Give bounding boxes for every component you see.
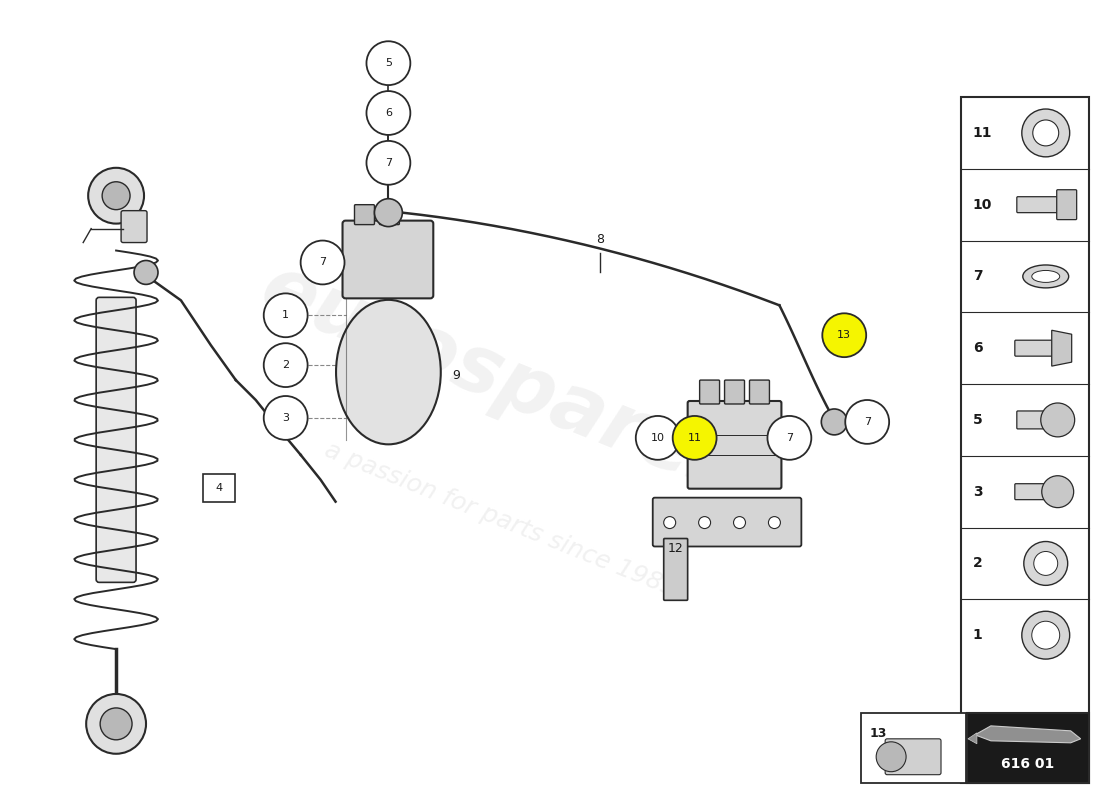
Circle shape <box>845 400 889 444</box>
Circle shape <box>366 91 410 135</box>
Circle shape <box>822 409 847 435</box>
Ellipse shape <box>336 300 441 444</box>
Text: 13: 13 <box>869 727 887 740</box>
FancyBboxPatch shape <box>342 221 433 298</box>
Polygon shape <box>1052 330 1071 366</box>
Circle shape <box>768 416 812 460</box>
Text: 7: 7 <box>864 417 871 427</box>
Circle shape <box>88 168 144 224</box>
Text: 2: 2 <box>972 557 982 570</box>
Circle shape <box>1022 611 1069 659</box>
Polygon shape <box>968 733 977 744</box>
FancyBboxPatch shape <box>379 205 399 225</box>
FancyBboxPatch shape <box>1016 197 1060 213</box>
Circle shape <box>300 241 344 285</box>
Polygon shape <box>975 726 1080 743</box>
Circle shape <box>636 416 680 460</box>
FancyBboxPatch shape <box>354 205 374 225</box>
Text: 10: 10 <box>651 433 664 443</box>
FancyBboxPatch shape <box>96 298 136 582</box>
Circle shape <box>264 294 308 338</box>
FancyBboxPatch shape <box>663 538 688 600</box>
Text: 616 01: 616 01 <box>1001 757 1055 770</box>
Circle shape <box>1032 622 1059 649</box>
Circle shape <box>663 517 675 529</box>
Text: 12: 12 <box>668 542 683 554</box>
FancyBboxPatch shape <box>967 713 1089 782</box>
FancyBboxPatch shape <box>202 474 234 502</box>
Circle shape <box>86 694 146 754</box>
Text: 7: 7 <box>385 158 392 168</box>
Circle shape <box>877 742 906 772</box>
Circle shape <box>673 416 716 460</box>
Text: a passion for parts since 1985: a passion for parts since 1985 <box>320 438 680 602</box>
Ellipse shape <box>1032 270 1059 282</box>
Circle shape <box>134 261 158 285</box>
Circle shape <box>1024 542 1068 586</box>
Circle shape <box>264 396 308 440</box>
Text: 6: 6 <box>385 108 392 118</box>
Text: 3: 3 <box>972 485 982 498</box>
Circle shape <box>769 517 780 529</box>
Ellipse shape <box>1023 265 1069 288</box>
Circle shape <box>698 517 711 529</box>
FancyBboxPatch shape <box>861 713 966 782</box>
Circle shape <box>264 343 308 387</box>
Circle shape <box>102 182 130 210</box>
Circle shape <box>374 198 403 226</box>
Text: 11: 11 <box>688 433 702 443</box>
Text: 4: 4 <box>216 482 222 493</box>
FancyBboxPatch shape <box>688 401 781 489</box>
FancyBboxPatch shape <box>1016 411 1055 429</box>
Text: 3: 3 <box>283 413 289 423</box>
FancyBboxPatch shape <box>121 210 147 242</box>
Text: 5: 5 <box>972 413 982 427</box>
FancyBboxPatch shape <box>749 380 769 404</box>
Circle shape <box>1033 120 1058 146</box>
Text: 13: 13 <box>837 330 851 340</box>
Text: 2: 2 <box>282 360 289 370</box>
Circle shape <box>823 314 866 357</box>
Circle shape <box>366 42 410 85</box>
FancyBboxPatch shape <box>700 380 719 404</box>
Circle shape <box>100 708 132 740</box>
Text: 9: 9 <box>452 369 460 382</box>
Text: 7: 7 <box>319 258 326 267</box>
Text: 7: 7 <box>972 270 982 283</box>
Circle shape <box>734 517 746 529</box>
Text: 6: 6 <box>972 341 982 355</box>
Circle shape <box>366 141 410 185</box>
FancyBboxPatch shape <box>961 97 1089 782</box>
Text: eurospares: eurospares <box>250 249 750 511</box>
Text: 1: 1 <box>972 628 982 642</box>
Text: 7: 7 <box>785 433 793 443</box>
FancyBboxPatch shape <box>1015 484 1057 500</box>
Circle shape <box>1022 109 1069 157</box>
FancyBboxPatch shape <box>1057 190 1077 220</box>
Text: 10: 10 <box>972 198 992 212</box>
FancyBboxPatch shape <box>1015 340 1055 356</box>
FancyBboxPatch shape <box>886 739 940 774</box>
Circle shape <box>1041 403 1075 437</box>
FancyBboxPatch shape <box>652 498 802 546</box>
Circle shape <box>1042 476 1074 508</box>
Text: 5: 5 <box>385 58 392 68</box>
Text: 1: 1 <box>283 310 289 320</box>
Text: 11: 11 <box>972 126 992 140</box>
FancyBboxPatch shape <box>725 380 745 404</box>
Text: 8: 8 <box>596 233 604 246</box>
Circle shape <box>1034 551 1058 575</box>
